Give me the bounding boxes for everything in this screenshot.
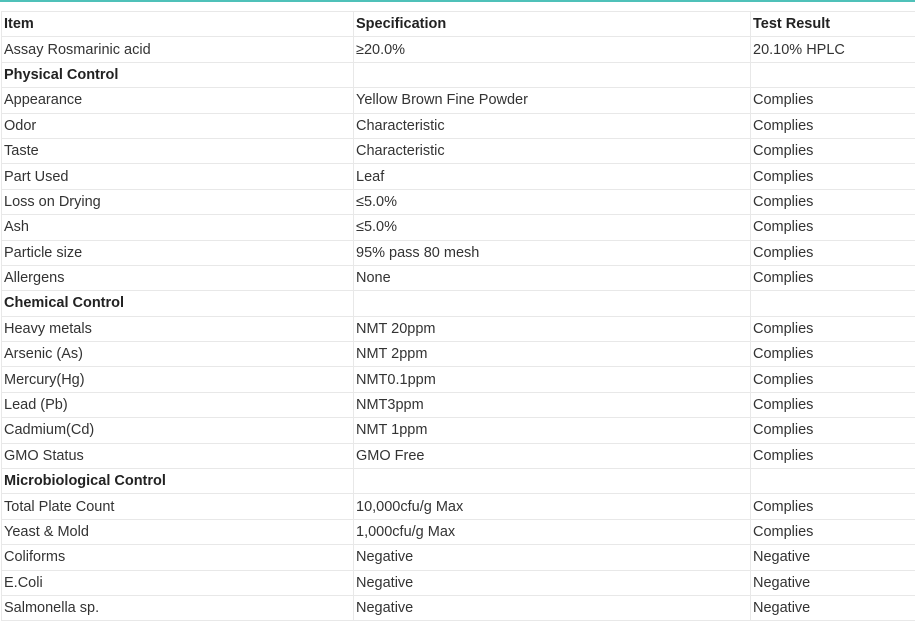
table-row: Coliforms Negative Negative	[1, 544, 915, 571]
cell-specification: ≥20.0%	[353, 36, 751, 63]
table-row: GMO Status GMO Free Complies	[1, 442, 915, 470]
cell-test-result: 20.10% HPLC	[750, 36, 915, 63]
table-row: Assay Rosmarinic acid ≥20.0% 20.10% HPLC	[1, 36, 915, 63]
cell-specification: Negative	[353, 594, 751, 622]
cell-item: Mercury(Hg)	[1, 366, 354, 393]
cell-specification: 10,000cfu/g Max	[353, 493, 751, 520]
section-header-row: Chemical Control	[1, 290, 915, 317]
cell-item: Arsenic (As)	[1, 341, 354, 368]
header-item: Item	[1, 10, 354, 38]
cell-item: Total Plate Count	[1, 493, 354, 520]
cell-specification: 1,000cfu/g Max	[353, 518, 751, 546]
cell-item: Odor	[1, 112, 354, 139]
cell-specification: None	[353, 264, 751, 292]
cell-item: Loss on Drying	[1, 188, 354, 216]
cell-item: Coliforms	[1, 544, 354, 571]
cell-specification: NMT0.1ppm	[353, 366, 751, 393]
cell-specification: GMO Free	[353, 442, 751, 470]
cell-item: Cadmium(Cd)	[1, 417, 354, 444]
table-row: Yeast & Mold 1,000cfu/g Max Complies	[1, 518, 915, 546]
cell-item: Microbiological Control	[1, 468, 354, 495]
specification-table: Item Specification Test Result Assay Ros…	[1, 10, 915, 622]
table-row: Cadmium(Cd) NMT 1ppm Complies	[1, 417, 915, 444]
top-accent-bar	[0, 0, 915, 2]
cell-item: Lead (Pb)	[1, 391, 354, 419]
cell-specification: ≤5.0%	[353, 214, 751, 241]
table-header-row: Item Specification Test Result	[1, 10, 915, 38]
cell-test-result: Complies	[750, 112, 915, 139]
cell-specification: Leaf	[353, 163, 751, 190]
cell-specification	[353, 290, 751, 317]
cell-test-result: Complies	[750, 442, 915, 470]
cell-test-result: Negative	[750, 544, 915, 571]
cell-test-result: Complies	[750, 341, 915, 368]
table-row: Particle size 95% pass 80 mesh Complies	[1, 239, 915, 266]
cell-test-result	[750, 290, 915, 317]
cell-specification: Characteristic	[353, 112, 751, 139]
table-row: Salmonella sp. Negative Negative	[1, 594, 915, 622]
section-header-row: Physical Control	[1, 61, 915, 89]
table-row: E.Coli Negative Negative	[1, 569, 915, 596]
cell-item: Salmonella sp.	[1, 594, 354, 622]
cell-item: GMO Status	[1, 442, 354, 470]
cell-item: Part Used	[1, 163, 354, 190]
cell-test-result: Complies	[750, 137, 915, 165]
cell-test-result: Negative	[750, 569, 915, 596]
table-row: Heavy metals NMT 20ppm Complies	[1, 315, 915, 343]
table-row: Arsenic (As) NMT 2ppm Complies	[1, 341, 915, 368]
cell-specification: ≤5.0%	[353, 188, 751, 216]
table-row: Appearance Yellow Brown Fine Powder Compli…	[1, 87, 915, 114]
table-row: Allergens None Complies	[1, 264, 915, 292]
table-row: Odor Characteristic Complies	[1, 112, 915, 139]
header-specification: Specification	[353, 10, 751, 38]
cell-specification: NMT3ppm	[353, 391, 751, 419]
table-row: Taste Characteristic Complies	[1, 137, 915, 165]
cell-item: Assay Rosmarinic acid	[1, 36, 354, 63]
table-row: Mercury(Hg) NMT0.1ppm Complies	[1, 366, 915, 393]
cell-test-result: Complies	[750, 87, 915, 114]
cell-specification	[353, 61, 751, 89]
table-row: Part Used Leaf Complies	[1, 163, 915, 190]
cell-specification: NMT 2ppm	[353, 341, 751, 368]
cell-test-result: Negative	[750, 594, 915, 622]
cell-item: Heavy metals	[1, 315, 354, 343]
cell-test-result: Complies	[750, 518, 915, 546]
table-row: Total Plate Count 10,000cfu/g Max Complies	[1, 493, 915, 520]
table-row: Ash ≤5.0% Complies	[1, 214, 915, 241]
cell-specification: Negative	[353, 544, 751, 571]
cell-item: Particle size	[1, 239, 354, 266]
cell-test-result: Complies	[750, 391, 915, 419]
cell-item: E.Coli	[1, 569, 354, 596]
cell-test-result: Complies	[750, 366, 915, 393]
cell-item: Ash	[1, 214, 354, 241]
cell-specification: NMT 1ppm	[353, 417, 751, 444]
cell-specification: Yellow Brown Fine Powder	[353, 87, 751, 114]
cell-test-result: Complies	[750, 214, 915, 241]
cell-item: Appearance	[1, 87, 354, 114]
cell-item: Chemical Control	[1, 290, 354, 317]
cell-test-result: Complies	[750, 264, 915, 292]
cell-test-result: Complies	[750, 163, 915, 190]
table-row: Loss on Drying ≤5.0% Complies	[1, 188, 915, 216]
cell-item: Yeast & Mold	[1, 518, 354, 546]
cell-test-result: Complies	[750, 493, 915, 520]
header-test-result: Test Result	[750, 10, 915, 38]
cell-item: Allergens	[1, 264, 354, 292]
section-header-row: Microbiological Control	[1, 468, 915, 495]
cell-specification	[353, 468, 751, 495]
table-row: Lead (Pb) NMT3ppm Complies	[1, 391, 915, 419]
cell-specification: NMT 20ppm	[353, 315, 751, 343]
cell-test-result: Complies	[750, 188, 915, 216]
cell-test-result: Complies	[750, 315, 915, 343]
cell-test-result	[750, 61, 915, 89]
cell-test-result: Complies	[750, 239, 915, 266]
cell-item: Taste	[1, 137, 354, 165]
cell-item: Physical Control	[1, 61, 354, 89]
cell-specification: 95% pass 80 mesh	[353, 239, 751, 266]
cell-test-result: Complies	[750, 417, 915, 444]
cell-specification: Negative	[353, 569, 751, 596]
cell-test-result	[750, 468, 915, 495]
cell-specification: Characteristic	[353, 137, 751, 165]
